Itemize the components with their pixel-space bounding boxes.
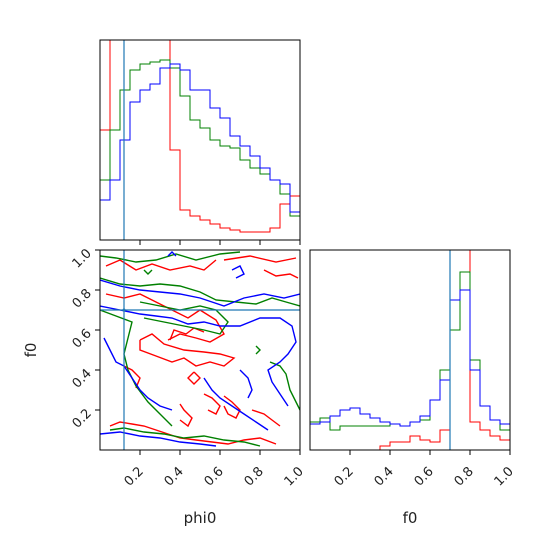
contour-blue [103, 337, 173, 411]
joint-phi0-f0-panel [100, 250, 300, 450]
y-tick-label: 0.8 [70, 286, 95, 311]
hist-phi0-frame [99, 39, 301, 241]
contour-red [223, 255, 297, 263]
contour-blue [167, 251, 177, 257]
x-tick-label: 1.0 [282, 464, 307, 489]
hist-phi0-blue [100, 63, 300, 213]
hist-f0-red [310, 250, 510, 450]
y-tick-label: 0.4 [70, 366, 95, 391]
hist-f0-x-ticks: 0.2 0.4 0.6 0.8 1.0 [332, 450, 517, 489]
contour-blue [203, 377, 269, 431]
y-tick-label: 1.0 [70, 246, 95, 271]
contour-blue [231, 265, 245, 279]
x-tick-label: 0.8 [242, 464, 267, 489]
contour-green [255, 345, 261, 355]
hist-phi0-panel [100, 40, 300, 240]
joint-x-ticks: 0.2 0.4 0.6 0.8 1.0 [122, 450, 307, 489]
joint-y-ticks: 0.2 0.4 0.6 0.8 1.0 [70, 246, 100, 431]
hist-f0-panel [310, 250, 510, 450]
x-tick-label: 0.2 [332, 464, 357, 489]
contour-green [109, 427, 261, 447]
contour-blue [100, 279, 300, 307]
contour-red [105, 259, 217, 271]
contour-green [269, 361, 300, 411]
x-tick-label: 0.4 [372, 464, 397, 489]
contour-green [139, 301, 229, 335]
x-tick-label: 0.6 [412, 464, 437, 489]
y-tick-label: 0.6 [70, 326, 95, 351]
contour-red [263, 269, 299, 279]
contour-red [179, 403, 193, 428]
panels: 0.2 0.4 0.6 0.8 1.00.20.40.60.81.00.2 0.4 0.6 0… [70, 39, 517, 489]
contour-blue [239, 369, 253, 399]
contour-red [251, 409, 281, 427]
hist-phi0-red [100, 40, 300, 233]
xlabel-f0: f0 [403, 509, 418, 527]
contour-red [203, 393, 221, 415]
hist-f0-blue [310, 289, 510, 427]
contour-green [100, 251, 241, 263]
truth-point [122, 308, 126, 312]
joint-frame [99, 249, 301, 451]
contour-green [100, 309, 173, 427]
contour-red [187, 371, 201, 385]
hist-f0-frame [309, 249, 511, 451]
contour-blue [100, 305, 297, 407]
hist-phi0-x-ticks [139, 240, 301, 245]
contour-blue [100, 431, 217, 447]
contour-green [100, 277, 300, 307]
contour-red [223, 395, 241, 419]
contour-red [109, 421, 277, 445]
x-tick-label: 1.0 [492, 464, 517, 489]
hist-phi0-green [100, 59, 300, 217]
x-tick-label: 0.4 [162, 464, 187, 489]
y-tick-label: 0.2 [70, 406, 95, 431]
x-tick-label: 0.6 [202, 464, 227, 489]
x-tick-label: 0.2 [122, 464, 147, 489]
contour-red [139, 333, 236, 367]
contour-green [143, 269, 153, 275]
x-tick-label: 0.8 [452, 464, 477, 489]
xlabel-phi0: phi0 [184, 509, 217, 527]
ylabel-f0: f0 [22, 343, 40, 358]
